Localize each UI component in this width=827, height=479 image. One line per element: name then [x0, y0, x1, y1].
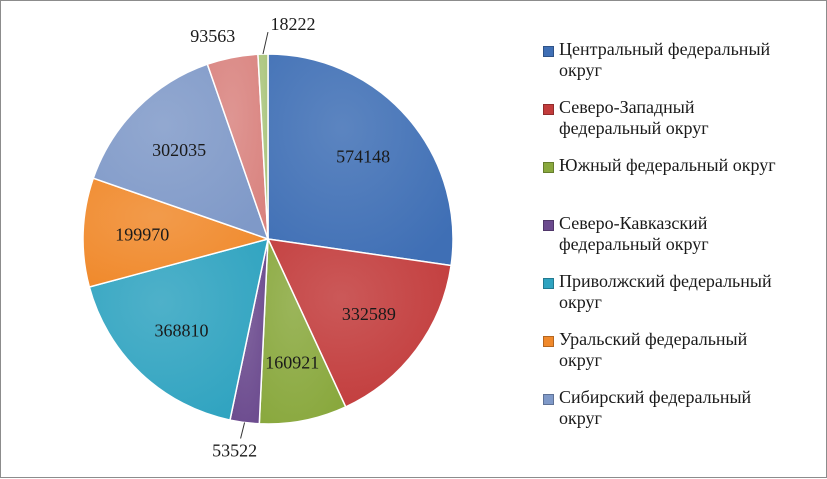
legend-item-ural: Уральский федеральный округ	[539, 329, 819, 387]
legend-label: Центральный федеральный	[559, 39, 771, 59]
data-label-northwest: 332589	[342, 304, 396, 324]
data-label-central: 574148	[336, 147, 390, 167]
legend-label: Северо-Западный	[559, 97, 695, 117]
pie-slice-ural	[82, 177, 271, 288]
legend-label: Сибирский федеральный	[559, 387, 752, 407]
pie-slice-central	[267, 53, 454, 267]
legend-label: федеральный округ	[559, 234, 709, 254]
data-label-south: 160921	[265, 353, 319, 373]
legend-swatch-north-caucasus	[543, 220, 554, 231]
legend-label: округ	[559, 60, 602, 80]
legend-label: Южный федеральный округ	[559, 155, 776, 175]
legend-swatch-northwest	[543, 104, 554, 115]
pie-slice-siberia	[92, 63, 270, 241]
pie-slice-volga	[88, 237, 269, 421]
legend-item-siberia: Сибирский федеральный округ	[539, 387, 819, 445]
data-label-volga: 368810	[155, 320, 209, 340]
legend-label: округ	[559, 408, 602, 428]
data-label-north-caucasus: 53522	[212, 441, 257, 461]
legend-swatch-volga	[543, 278, 554, 289]
data-label-other-2: 18222	[271, 14, 316, 34]
legend-label: Уральский федеральный	[559, 329, 748, 349]
legend-item-northwest: Северо-Западный федеральный округ	[539, 97, 819, 155]
leader-line	[240, 422, 246, 439]
legend-label: округ	[559, 350, 602, 370]
legend: Центральный федеральный округ Северо-Зап…	[539, 39, 819, 445]
legend-swatch-south	[543, 162, 554, 173]
data-label-ural: 199970	[115, 224, 169, 244]
legend-item-volga: Приволжский федеральный округ	[539, 271, 819, 329]
legend-item-south: Южный федеральный округ	[539, 155, 819, 213]
legend-swatch-siberia	[543, 394, 554, 405]
leader-line	[262, 31, 269, 55]
legend-label: Северо-Кавказский	[559, 213, 708, 233]
legend-label: округ	[559, 292, 602, 312]
legend-swatch-ural	[543, 336, 554, 347]
legend-item-north-caucasus: Северо-Кавказский федеральный округ	[539, 213, 819, 271]
legend-swatch-central	[543, 46, 554, 57]
legend-label: Приволжский федеральный	[559, 271, 772, 291]
data-label-siberia: 302035	[152, 140, 206, 160]
legend-item-central: Центральный федеральный округ	[539, 39, 819, 97]
pie-slice-northwest	[266, 238, 452, 408]
data-label-other-1: 93563	[190, 26, 235, 46]
legend-label: федеральный округ	[559, 118, 709, 138]
